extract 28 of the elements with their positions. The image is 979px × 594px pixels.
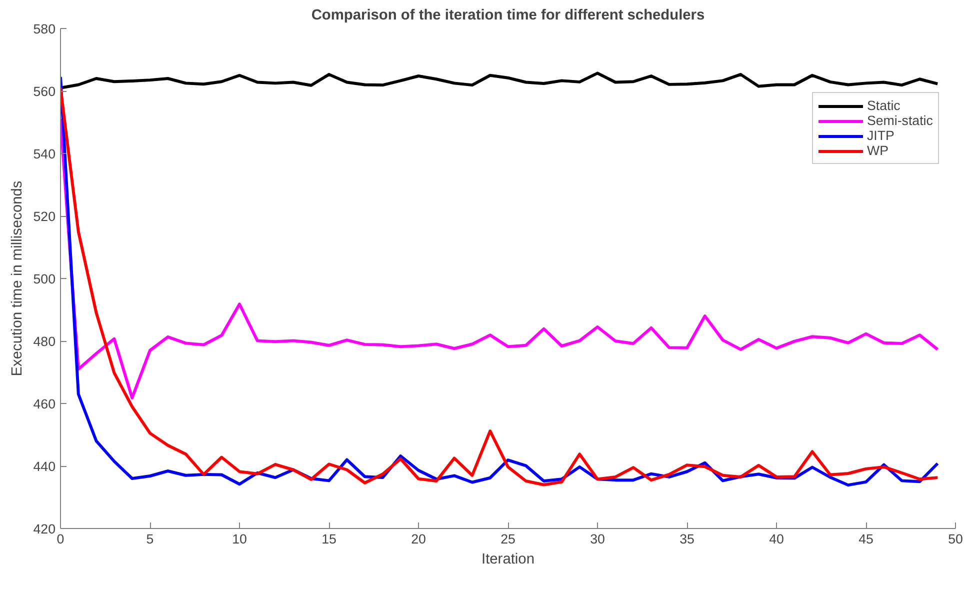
x-tick-label: 50 — [948, 532, 963, 546]
y-tick-label: 500 — [33, 272, 56, 286]
x-tick-label: 30 — [590, 532, 605, 546]
x-tick-label: 15 — [322, 532, 336, 546]
y-tick-label: 520 — [33, 209, 56, 224]
chart-title: Comparison of the iteration time for different schedulers — [311, 8, 705, 24]
y-tick-label: 420 — [33, 522, 56, 536]
y-axis-title: Execution time in milliseconds — [9, 180, 26, 376]
x-tick-label: 20 — [411, 532, 426, 546]
legend-label: Semi-static — [867, 113, 933, 128]
x-tick-label: 25 — [500, 532, 516, 546]
y-tick-label: 460 — [33, 396, 56, 412]
x-tick-label: 0 — [56, 532, 64, 546]
legend-label: WP — [867, 143, 888, 158]
legend-label: Static — [867, 98, 900, 113]
x-axis-title: Iteration — [482, 552, 534, 568]
x-tick-label: 5 — [146, 532, 154, 546]
legend-label: JITP — [867, 128, 894, 143]
line-series — [60, 72, 940, 90]
y-tick-label: 560 — [33, 84, 56, 99]
x-tick-label: 45 — [858, 532, 874, 546]
x-tick-label: 40 — [769, 532, 784, 546]
y-tick-label: 480 — [33, 334, 56, 349]
x-tick-label: 10 — [232, 532, 247, 546]
y-tick-label: 580 — [33, 22, 56, 36]
x-tick-label: 35 — [680, 532, 694, 546]
y-tick-label: 440 — [33, 459, 56, 474]
y-tick-label: 540 — [33, 146, 56, 162]
